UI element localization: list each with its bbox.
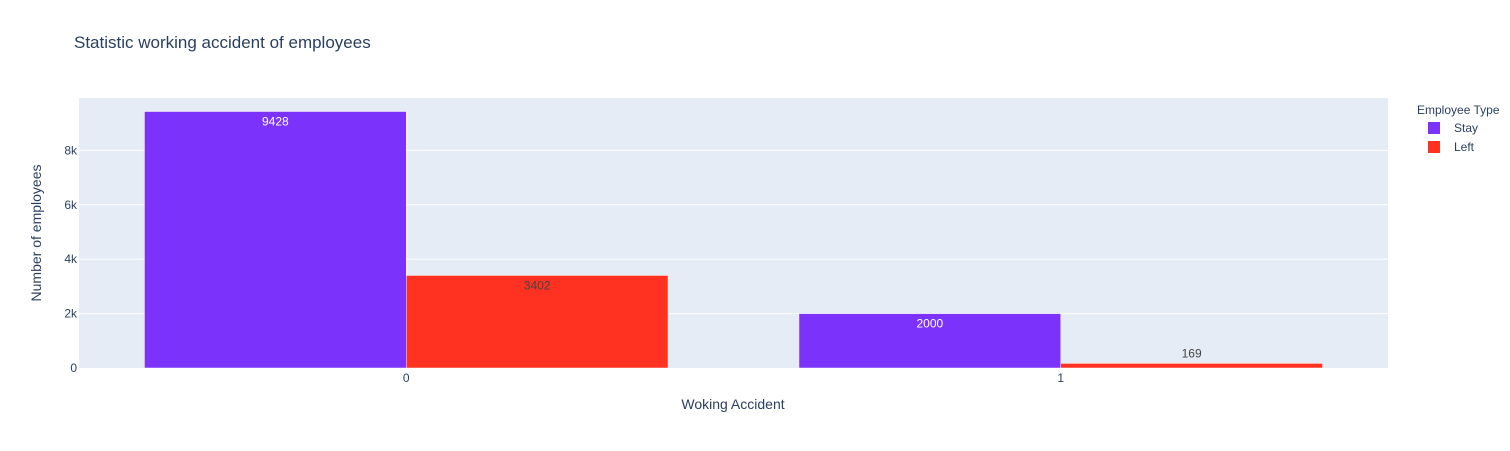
bar-stay-0[interactable] [144,111,407,369]
bar-labels: 9428 3402 2000 169 [262,114,1202,360]
y-tick-label: 0 [70,361,77,375]
x-axis-title: Woking Accident [681,396,784,412]
y-axis-ticks: 0 2k 4k 6k 8k [64,143,78,375]
legend-label-stay[interactable]: Stay [1454,121,1478,135]
chart-title: Statistic working accident of employees [74,33,371,52]
y-tick-label: 2k [64,307,78,321]
y-tick-label: 4k [64,252,78,266]
bar-stay-1[interactable] [798,313,1061,369]
bar-value-label: 3402 [524,278,551,292]
bar-value-label: 2000 [916,317,943,331]
legend-swatch-stay[interactable] [1428,122,1440,134]
bar-value-label: 169 [1182,346,1202,360]
bar-left-0[interactable] [406,275,669,369]
bar-left-1[interactable] [1060,363,1323,369]
x-tick-label: 1 [1057,371,1064,385]
y-tick-label: 6k [64,198,78,212]
y-tick-label: 8k [64,143,78,157]
legend: Employee Type Stay Left [1417,103,1500,154]
legend-swatch-left[interactable] [1428,141,1440,153]
x-tick-label: 0 [403,371,410,385]
legend-label-left[interactable]: Left [1454,140,1475,154]
legend-title: Employee Type [1417,103,1500,117]
bar-value-label: 9428 [262,114,289,128]
y-axis-title: Number of employees [28,165,44,302]
bars [144,111,1323,369]
